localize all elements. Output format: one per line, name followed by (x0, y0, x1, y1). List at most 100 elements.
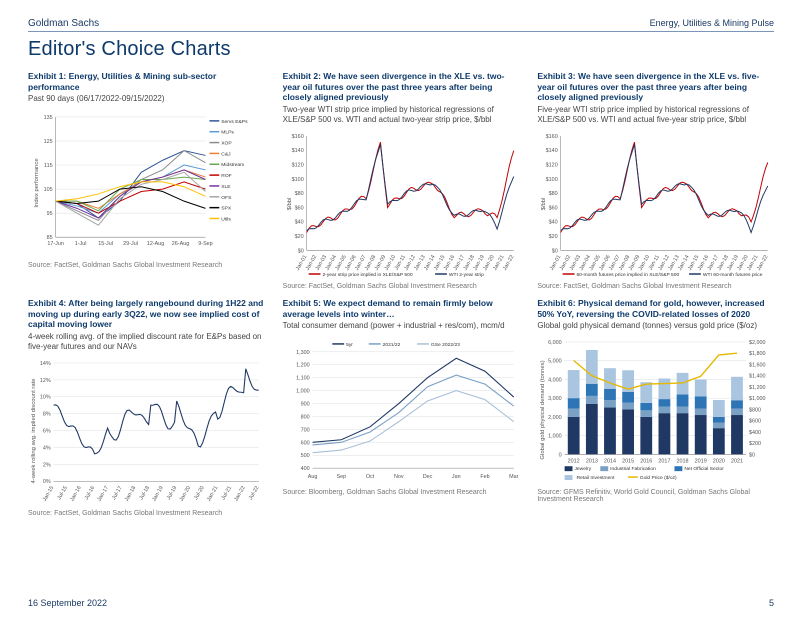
exhibit-title: Exhibit 2: We have seen divergence in th… (283, 71, 520, 103)
svg-text:C&J: C&J (221, 152, 231, 158)
svg-text:Global gold physical demand (t: Global gold physical demand (tonnes) (540, 361, 546, 460)
footer-page: 5 (769, 598, 774, 608)
svg-text:$120: $120 (546, 162, 558, 168)
svg-text:Jul-16: Jul-16 (84, 485, 97, 501)
exhibit-6: Exhibit 6: Physical demand for gold, how… (537, 298, 774, 517)
svg-text:Feb: Feb (480, 474, 489, 480)
svg-text:Nov: Nov (394, 474, 404, 480)
svg-text:8%: 8% (43, 411, 51, 417)
svg-text:$1,800: $1,800 (749, 351, 766, 357)
svg-text:$140: $140 (546, 148, 558, 154)
svg-text:Industrial Fabrication: Industrial Fabrication (610, 466, 656, 472)
svg-text:Dec: Dec (422, 474, 432, 480)
svg-text:Midstream: Midstream (221, 162, 244, 168)
svg-text:1-Jul: 1-Jul (75, 241, 87, 247)
svg-text:800: 800 (300, 415, 309, 421)
svg-text:$1,600: $1,600 (749, 363, 766, 369)
exhibit-subtitle: Total consumer demand (power + industria… (283, 321, 520, 331)
svg-text:125: 125 (44, 139, 53, 145)
svg-text:$200: $200 (749, 441, 761, 447)
svg-text:135: 135 (44, 115, 53, 121)
exhibit-subtitle: Past 90 days (06/17/2022-09/15/2022) (28, 94, 265, 104)
svg-text:Utils: Utils (221, 217, 231, 223)
header-bar: Goldman Sachs Energy, Utilities & Mining… (28, 18, 774, 32)
svg-text:Mar: Mar (509, 474, 519, 480)
svg-text:Jan-16: Jan-16 (69, 485, 82, 502)
svg-text:$0: $0 (297, 248, 303, 254)
svg-text:95: 95 (47, 211, 53, 217)
svg-text:Jan: Jan (452, 474, 461, 480)
exhibit-2-chart: $0$20$40$60$80$100$120$140$160$/bblJan-0… (283, 129, 520, 279)
exhibit-title: Exhibit 6: Physical demand for gold, how… (537, 298, 774, 319)
svg-text:ROF: ROF (221, 173, 231, 179)
svg-text:SPX: SPX (221, 206, 232, 212)
exhibit-title: Exhibit 1: Energy, Utilities & Mining su… (28, 71, 265, 92)
svg-text:2012: 2012 (568, 458, 580, 464)
svg-text:2018: 2018 (677, 458, 689, 464)
svg-text:Jan-17: Jan-17 (97, 485, 110, 502)
svg-text:4-week rolling avg. implied di: 4-week rolling avg. implied discount rat… (31, 378, 37, 484)
svg-text:$160: $160 (291, 134, 303, 140)
svg-text:MLPs: MLPs (221, 130, 234, 136)
svg-text:Jul-21: Jul-21 (221, 485, 234, 501)
svg-text:Servs E&Ps: Servs E&Ps (221, 119, 248, 125)
svg-text:$0: $0 (552, 248, 558, 254)
exhibit-title: Exhibit 5: We expect demand to remain fi… (283, 298, 520, 319)
exhibit-subtitle: Two-year WTI strip price implied by hist… (283, 105, 520, 125)
page-title: Editor's Choice Charts (28, 38, 774, 61)
svg-text:12-Aug: 12-Aug (147, 241, 164, 247)
exhibit-3: Exhibit 3: We have seen divergence in th… (537, 71, 774, 290)
svg-text:400: 400 (300, 466, 309, 472)
svg-text:900: 900 (300, 402, 309, 408)
svg-text:$2,000: $2,000 (749, 340, 766, 346)
svg-text:700: 700 (300, 427, 309, 433)
svg-text:2015: 2015 (622, 458, 634, 464)
svg-text:15-Jul: 15-Jul (98, 241, 113, 247)
svg-text:4%: 4% (43, 445, 51, 451)
svg-text:6%: 6% (43, 428, 51, 434)
exhibit-grid: Exhibit 1: Energy, Utilities & Mining su… (28, 71, 774, 517)
exhibit-2: Exhibit 2: We have seen divergence in th… (283, 71, 520, 290)
svg-text:0: 0 (559, 452, 562, 458)
svg-text:$120: $120 (291, 162, 303, 168)
svg-text:5,000: 5,000 (548, 359, 562, 365)
exhibit-5-chart: 4005006007008009001,0001,1001,2001,300Au… (283, 335, 520, 485)
svg-text:Jewelry: Jewelry (575, 466, 592, 472)
svg-text:Jul-18: Jul-18 (139, 485, 152, 501)
svg-text:$60: $60 (294, 205, 303, 211)
svg-text:WTI 60-month futures price: WTI 60-month futures price (703, 272, 763, 278)
exhibit-source: Source: FactSet, Goldman Sachs Global In… (537, 283, 774, 290)
svg-text:1,300: 1,300 (296, 350, 310, 356)
svg-text:2014: 2014 (604, 458, 616, 464)
svg-text:Aug: Aug (307, 474, 317, 480)
svg-text:2013: 2013 (586, 458, 598, 464)
svg-text:XLE: XLE (221, 184, 231, 190)
svg-text:Jan-18: Jan-18 (124, 485, 137, 502)
exhibit-subtitle: 4-week rolling avg. of the implied disco… (28, 332, 265, 352)
svg-text:29-Jul: 29-Jul (123, 241, 138, 247)
svg-text:$140: $140 (291, 148, 303, 154)
svg-text:2020: 2020 (713, 458, 725, 464)
svg-text:60-month futures price implied: 60-month futures price implied in XLE/S&… (577, 272, 680, 278)
svg-text:$400: $400 (749, 430, 761, 436)
svg-text:Jan-19: Jan-19 (151, 485, 164, 502)
svg-text:500: 500 (300, 453, 309, 459)
svg-text:$20: $20 (549, 234, 558, 240)
svg-text:Sep: Sep (336, 474, 346, 480)
svg-text:$600: $600 (749, 419, 761, 425)
svg-text:2021: 2021 (731, 458, 743, 464)
svg-text:2-year strip price implied in: 2-year strip price implied in XLE/S&P 50… (322, 272, 412, 278)
svg-text:2016: 2016 (641, 458, 653, 464)
svg-text:1,200: 1,200 (296, 363, 310, 369)
svg-text:2019: 2019 (695, 458, 707, 464)
svg-text:Jan-15: Jan-15 (42, 485, 55, 502)
exhibit-6-chart: 01,0002,0003,0004,0005,0006,000$0$200$40… (537, 335, 774, 485)
svg-text:$160: $160 (546, 134, 558, 140)
svg-text:2,000: 2,000 (548, 415, 562, 421)
svg-text:$/bbl: $/bbl (287, 197, 293, 210)
svg-text:Oct: Oct (366, 474, 375, 480)
svg-text:Jul-15: Jul-15 (56, 485, 69, 501)
footer-date: 16 September 2022 (28, 598, 107, 608)
exhibit-source: Source: FactSet, Goldman Sachs Global In… (28, 510, 265, 517)
svg-text:$20: $20 (294, 234, 303, 240)
